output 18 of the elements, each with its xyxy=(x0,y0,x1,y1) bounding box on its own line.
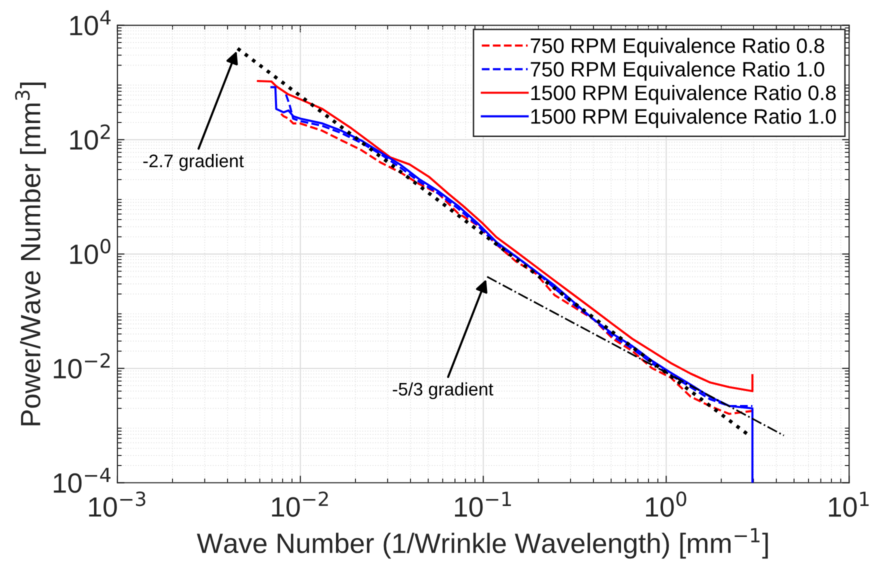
x-tick-label: 10$^{1}$ xyxy=(829,492,869,517)
legend-label: 750 RPM Equivalence Ratio 1.0 xyxy=(530,61,824,81)
y-tick-label: 10$^{0}$ xyxy=(70,238,110,264)
legend-label: 750 RPM Equivalence Ratio 0.8 xyxy=(530,38,824,58)
y-tick-label: 10$^{4}$ xyxy=(70,10,111,36)
annotation: -2.7 gradient xyxy=(143,154,244,171)
x-tick-label: 10$^{0}$ xyxy=(646,491,686,517)
legend-label: 1500 RPM Equivalence Ratio 0.8 xyxy=(531,84,836,104)
legend-label: 1500 RPM Equivalence Ratio 1.0 xyxy=(531,108,836,128)
y-tick-label: 10$^{−2}$ xyxy=(54,353,110,379)
x-tick-label: 10$^{−3}$ xyxy=(89,491,146,517)
y-axis-title: Power/Wave Number [mm$^{3}$] xyxy=(15,82,46,426)
y-tick-label: 10$^{2}$ xyxy=(70,124,110,150)
x-tick-label: 10$^{−2}$ xyxy=(272,491,328,517)
x-axis-title: Wave Number (1/Wrinkle Wavelength) [mm$^{−1}$] xyxy=(196,528,768,559)
annotation: -5/3 gradient xyxy=(392,382,494,400)
x-tick-label: 10$^{−1}$ xyxy=(454,492,511,517)
y-tick-label: 10$^{−4}$ xyxy=(54,468,110,493)
